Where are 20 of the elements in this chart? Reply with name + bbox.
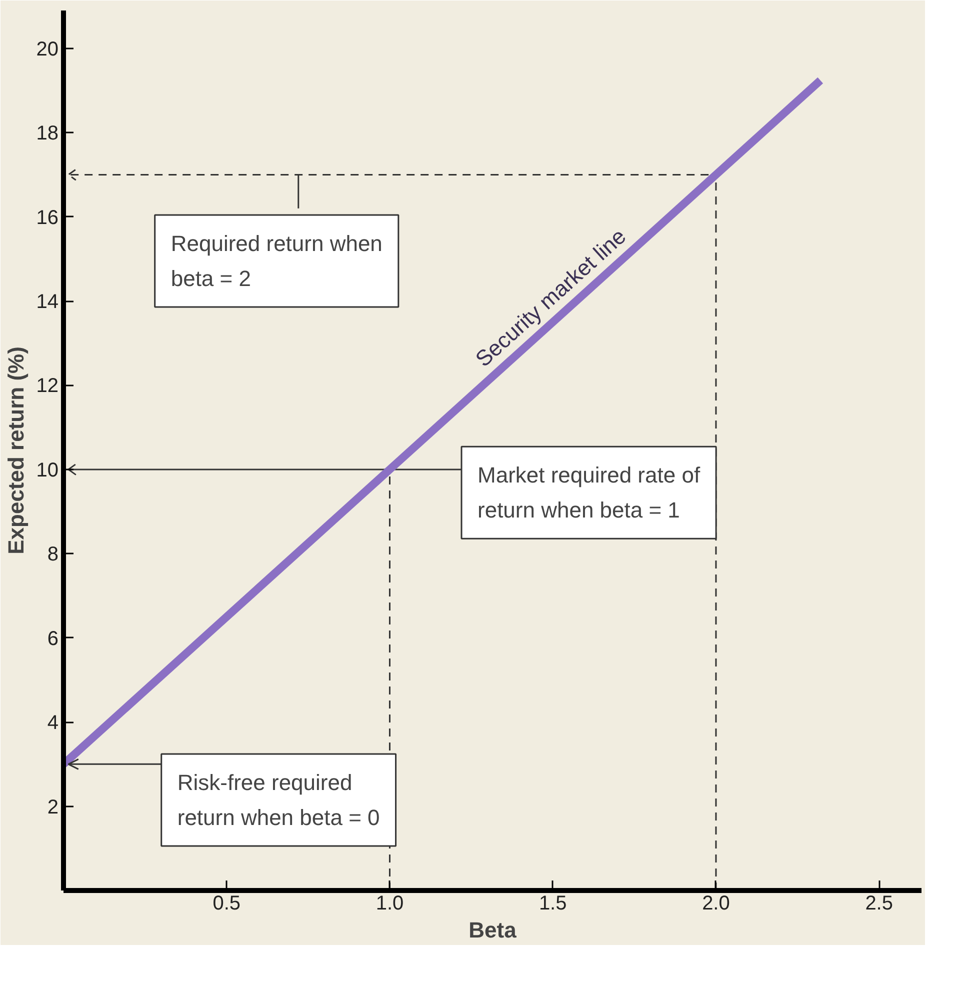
y-tick-label: 14 bbox=[36, 291, 59, 314]
y-tick-label: 2 bbox=[47, 796, 58, 818]
y-tick-label: 20 bbox=[36, 38, 59, 60]
x-tick-label: 1.5 bbox=[538, 892, 567, 914]
y-tick-label: 6 bbox=[47, 628, 58, 650]
y-tick-label: 10 bbox=[36, 459, 59, 482]
annotation: Market required rate of return when beta = 1 bbox=[478, 462, 701, 523]
annotation: Risk-free required return when beta = 0 bbox=[177, 770, 380, 830]
x-tick-label: 2.0 bbox=[702, 892, 730, 914]
x-tick-label: 2.5 bbox=[865, 892, 893, 914]
y-tick-label: 4 bbox=[47, 712, 58, 734]
y-tick-label: 8 bbox=[47, 544, 58, 566]
y-tick-label: 18 bbox=[36, 122, 59, 145]
y-tick-label: 16 bbox=[36, 206, 59, 229]
y-axis-title: Expected return (%) bbox=[3, 346, 28, 554]
x-tick-label: 0.5 bbox=[212, 892, 241, 914]
y-tick-label: 12 bbox=[36, 375, 59, 398]
x-tick-label: 1.0 bbox=[376, 892, 404, 914]
annotation: Required return when beta = 2 bbox=[170, 231, 382, 292]
x-axis-title: Beta bbox=[468, 918, 518, 942]
